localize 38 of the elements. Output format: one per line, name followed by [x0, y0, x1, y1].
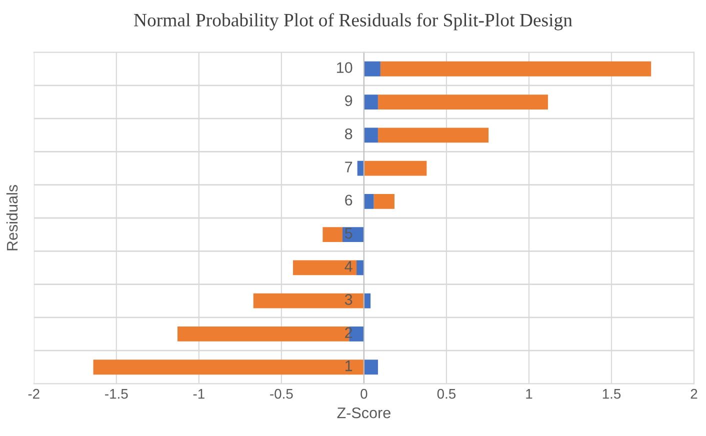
bar: [378, 94, 548, 110]
bar: [292, 260, 357, 276]
y-tick-label: 8: [345, 128, 352, 140]
bar: [364, 61, 380, 76]
y-tick-label: 6: [345, 194, 352, 206]
bar: [364, 128, 378, 143]
x-tick-label: 0.5: [437, 388, 456, 399]
y-tick-label: 1: [346, 360, 352, 372]
y-tick-label: 10: [337, 62, 352, 73]
x-tick-label: -1.5: [105, 389, 128, 399]
bar: [380, 61, 652, 76]
chart-title: Normal Probability Plot of Residuals for Split-Plot Design: [134, 13, 572, 30]
x-tick-label: 0: [360, 388, 368, 399]
x-tick-label: 2: [690, 388, 698, 399]
bar: [253, 293, 364, 308]
bar: [357, 160, 364, 176]
bar: [364, 160, 427, 176]
bar: [356, 260, 364, 276]
bar: [378, 128, 489, 143]
bar: [364, 360, 378, 375]
x-axis-title: Z-Score: [337, 407, 390, 418]
x-tick-label: -1: [193, 389, 204, 399]
bar: [364, 293, 371, 308]
x-tick-label: 1.5: [602, 389, 621, 399]
bar: [93, 360, 364, 375]
y-tick-label: 5: [344, 228, 352, 239]
y-axis-title: Residuals: [6, 185, 18, 250]
x-tick-label: -0.5: [270, 388, 293, 399]
y-tick-label: 9: [345, 95, 352, 106]
bar: [374, 194, 394, 209]
y-tick-label: 7: [345, 162, 352, 172]
bar: [322, 227, 342, 242]
x-tick-label: -2: [28, 388, 40, 399]
bar: [364, 194, 374, 209]
y-tick-label: 4: [344, 261, 352, 272]
y-tick-label: 3: [344, 294, 352, 305]
x-tick-label: 1: [526, 389, 532, 399]
bar: [364, 94, 378, 110]
